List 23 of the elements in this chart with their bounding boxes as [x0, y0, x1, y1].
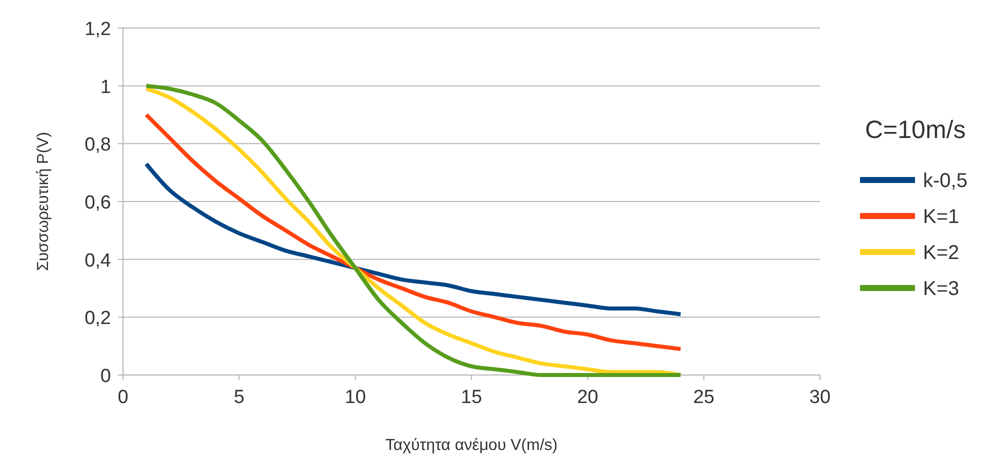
x-tick-label: 25 [693, 387, 714, 408]
legend-label: K=3 [923, 278, 960, 300]
line-series [144, 112, 683, 351]
x-tick-label: 30 [809, 387, 831, 408]
x-tick-label: 20 [577, 387, 598, 408]
y-tick-label: 0,4 [84, 250, 112, 272]
x-tick-label: 10 [344, 387, 366, 408]
x-axis-title: Ταχύτητα ανέμου V(m/s) [385, 437, 558, 454]
legend-title: C=10m/s [865, 116, 966, 144]
y-tick-label: 0 [100, 366, 111, 387]
y-axis-title: Συσσωρευτική P(V) [35, 132, 52, 272]
x-tick-label: 5 [234, 387, 244, 408]
x-tick-label: 0 [118, 387, 128, 408]
legend-label: K=2 [923, 242, 960, 264]
legend-label: k-0,5 [923, 170, 968, 192]
line-series [144, 162, 683, 316]
y-tick-label: 1 [100, 76, 111, 98]
x-tick-label: 15 [460, 387, 482, 408]
y-tick-label: 0,2 [84, 308, 111, 330]
y-tick-label: 1,2 [84, 19, 111, 40]
y-tick-label: 0,8 [84, 134, 111, 156]
legend-label: K=1 [923, 206, 960, 228]
y-tick-label: 0,6 [84, 192, 111, 214]
